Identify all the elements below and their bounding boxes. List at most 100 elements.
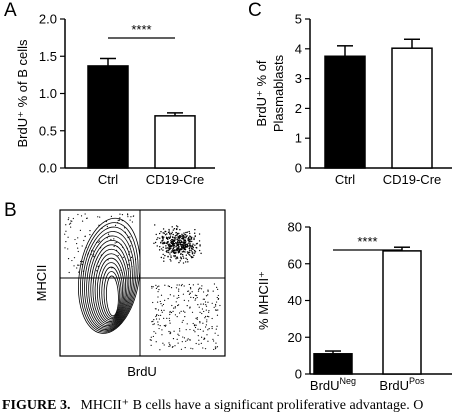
flow-dot: [178, 235, 181, 238]
flow-dot: [174, 345, 176, 347]
flow-dot: [119, 213, 121, 215]
flow-dot: [184, 251, 186, 253]
flow-dot: [167, 231, 170, 234]
flow-dot: [189, 236, 192, 238]
flow-dot: [194, 244, 196, 246]
flow-dot: [97, 216, 99, 218]
flow-dot: [152, 301, 154, 304]
flow-dot: [170, 240, 172, 242]
flow-dot: [70, 222, 72, 224]
flow-contour: [92, 248, 128, 325]
flow-dot: [177, 250, 179, 252]
flow-dot: [129, 219, 131, 221]
flow-dot: [217, 298, 219, 300]
flow-dot: [152, 335, 154, 338]
flow-dot: [168, 237, 171, 240]
flow-dot: [211, 302, 213, 304]
flow-dot: [157, 324, 159, 326]
flow-dot: [194, 331, 196, 333]
y-tick-label: 5: [295, 12, 302, 27]
flow-dot: [160, 309, 163, 312]
flow-dot: [183, 285, 185, 287]
flow-dot: [175, 287, 178, 289]
flow-dot: [181, 253, 184, 256]
flow-dot: [155, 284, 157, 286]
flow-dot: [169, 331, 171, 333]
flow-dot: [174, 238, 177, 240]
flow-dot: [130, 216, 132, 218]
flow-dot: [182, 257, 185, 259]
flow-dot: [184, 316, 186, 318]
flow-dot: [168, 251, 170, 254]
flow-dot: [79, 229, 81, 231]
flow-dot: [189, 328, 191, 331]
flow-dot: [212, 290, 214, 292]
flow-dot: [157, 237, 159, 239]
flow-dot: [172, 233, 174, 236]
y-tick-label: 0.5: [39, 123, 57, 138]
flow-dot: [185, 329, 187, 331]
flow-dot: [184, 242, 186, 245]
flow-dot: [203, 310, 205, 313]
flow-dot: [174, 306, 176, 308]
flow-dot: [130, 256, 133, 258]
flow-dot: [161, 329, 163, 331]
flow-dot: [195, 298, 197, 300]
x-tick-label: BrdUPos: [379, 376, 425, 393]
flow-dot: [179, 330, 181, 332]
flow-dot: [167, 238, 169, 240]
flow-dot: [192, 256, 194, 258]
flow-y-label: MHCII: [34, 265, 49, 302]
flow-dot: [163, 257, 165, 259]
flow-dot: [195, 246, 197, 249]
flow-dot: [170, 255, 172, 257]
flow-dot: [183, 299, 185, 302]
flow-dot: [205, 295, 208, 297]
flow-dot: [184, 244, 187, 246]
flow-dot: [65, 241, 67, 243]
flow-dot: [160, 248, 163, 250]
flow-contour: [90, 244, 130, 327]
flow-dot: [187, 237, 189, 240]
flow-dot: [179, 260, 181, 262]
flow-dot: [169, 235, 172, 237]
flow-dot: [178, 246, 180, 248]
flow-dot: [163, 324, 165, 327]
flow-dot: [150, 344, 152, 346]
flow-dot: [159, 349, 161, 351]
flow-dot: [202, 298, 204, 300]
flow-dot: [67, 248, 69, 250]
flow-dot: [192, 248, 194, 250]
flow-dot: [182, 262, 185, 264]
flow-dot: [216, 286, 218, 289]
flow-dot: [152, 323, 154, 326]
flow-dot: [177, 333, 179, 335]
flow-dot: [176, 226, 179, 228]
flow-dot: [181, 251, 183, 253]
flow-dot: [175, 242, 177, 244]
flow-dot: [175, 252, 177, 254]
flow-dot: [213, 306, 215, 308]
flow-dot: [194, 251, 197, 253]
flow-dot: [71, 259, 73, 262]
y-axis-label: % MHCII⁺: [256, 271, 271, 330]
y-tick-label: 1.5: [39, 49, 57, 64]
flow-dot: [203, 337, 205, 339]
flow-dot: [186, 339, 188, 341]
flow-dot: [189, 244, 191, 246]
flow-dot: [216, 314, 219, 316]
flow-dot: [78, 264, 80, 266]
flow-dot: [96, 270, 98, 272]
flow-dot: [155, 315, 157, 318]
flow-dot: [121, 214, 124, 216]
flow-dot: [177, 304, 180, 306]
flow-dot: [159, 245, 161, 248]
flow-dot: [189, 292, 191, 294]
flow-dot: [169, 313, 171, 316]
flow-dot: [199, 328, 201, 331]
flow-dot: [185, 243, 188, 246]
flow-dot: [182, 236, 185, 238]
flow-dot: [158, 249, 161, 251]
flow-dot: [184, 346, 186, 349]
flow-dot: [171, 231, 173, 233]
